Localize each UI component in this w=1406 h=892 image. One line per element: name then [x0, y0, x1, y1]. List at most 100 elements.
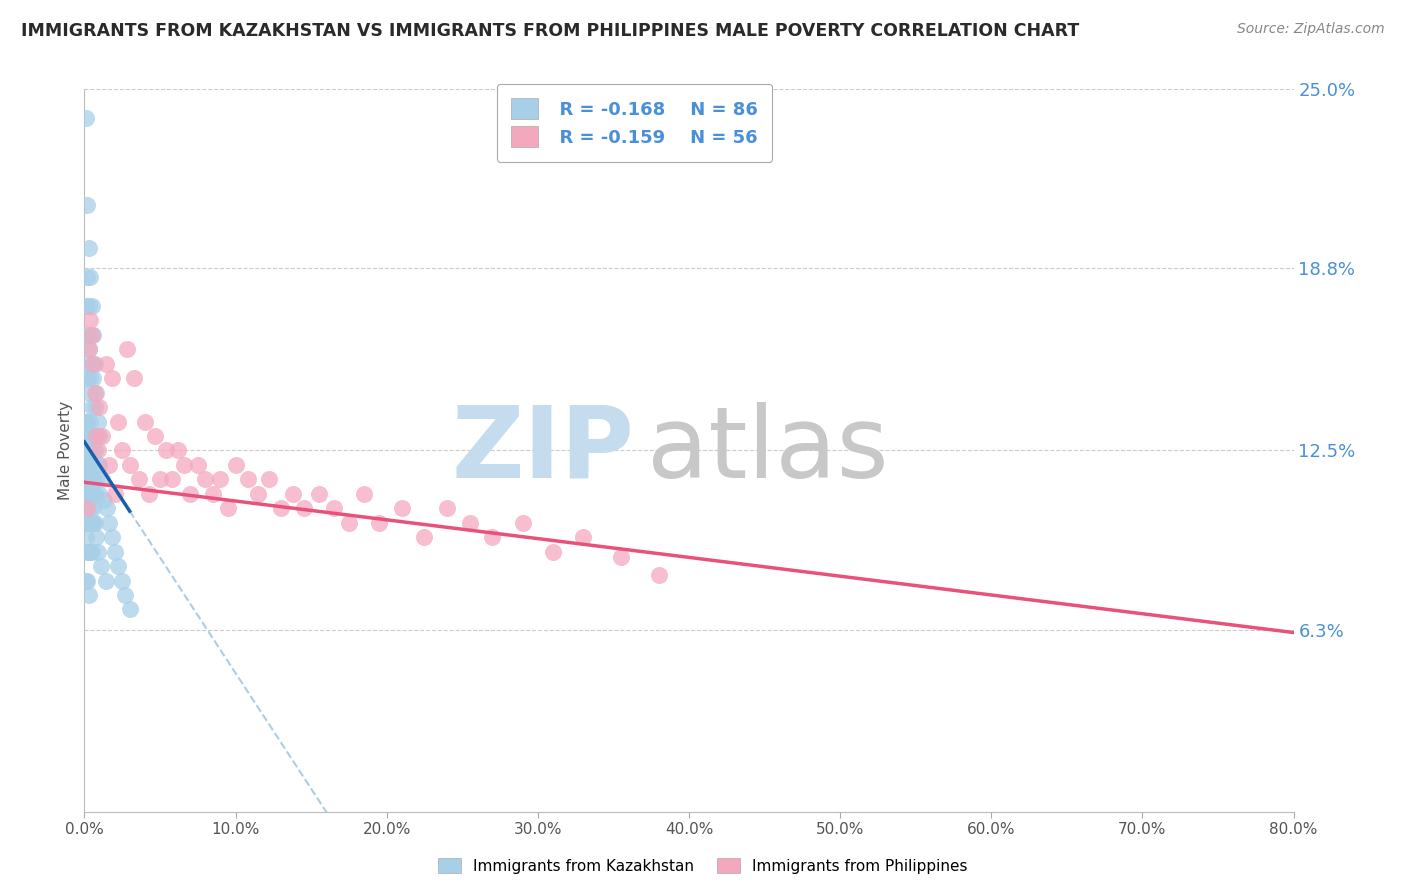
- Legend:   R = -0.168    N = 86,   R = -0.159    N = 56: R = -0.168 N = 86, R = -0.159 N = 56: [496, 84, 772, 161]
- Point: [76, 415, 98, 429]
- Point: [86, 429, 108, 443]
- Point: [167, 443, 190, 458]
- Point: [89, 487, 111, 501]
- Point: [80, 357, 103, 371]
- Point: [80, 443, 103, 458]
- Point: [481, 530, 503, 544]
- Point: [77, 487, 100, 501]
- Point: [80, 516, 103, 530]
- Point: [75, 530, 97, 544]
- Point: [87, 458, 110, 472]
- Text: Source: ZipAtlas.com: Source: ZipAtlas.com: [1237, 22, 1385, 37]
- Point: [84, 357, 107, 371]
- Text: IMMIGRANTS FROM KAZAKHSTAN VS IMMIGRANTS FROM PHILIPPINES MALE POVERTY CORRELATI: IMMIGRANTS FROM KAZAKHSTAN VS IMMIGRANTS…: [21, 22, 1080, 40]
- Point: [77, 385, 100, 400]
- Point: [225, 458, 247, 472]
- Point: [76, 270, 98, 285]
- Point: [97, 516, 120, 530]
- Point: [134, 415, 156, 429]
- Point: [75, 357, 97, 371]
- Point: [79, 371, 101, 385]
- Point: [80, 516, 103, 530]
- Point: [308, 487, 330, 501]
- Point: [84, 400, 107, 414]
- Point: [79, 516, 101, 530]
- Point: [391, 501, 413, 516]
- Point: [87, 443, 110, 458]
- Point: [97, 458, 120, 472]
- Point: [80, 472, 103, 486]
- Point: [75, 574, 97, 588]
- Point: [82, 371, 104, 385]
- Point: [114, 588, 136, 602]
- Y-axis label: Male Poverty: Male Poverty: [58, 401, 73, 500]
- Point: [84, 487, 107, 501]
- Point: [149, 472, 172, 486]
- Point: [201, 487, 224, 501]
- Point: [76, 458, 98, 472]
- Point: [77, 458, 100, 472]
- Point: [648, 567, 671, 582]
- Point: [75, 415, 97, 429]
- Point: [76, 429, 98, 443]
- Point: [257, 472, 280, 486]
- Point: [75, 458, 97, 472]
- Point: [86, 429, 108, 443]
- Point: [322, 501, 344, 516]
- Point: [80, 327, 103, 342]
- Point: [77, 429, 100, 443]
- Text: ZIP: ZIP: [451, 402, 634, 499]
- Point: [179, 487, 201, 501]
- Point: [84, 516, 107, 530]
- Point: [107, 415, 129, 429]
- Point: [76, 472, 98, 486]
- Point: [77, 299, 100, 313]
- Point: [75, 299, 97, 313]
- Point: [84, 443, 107, 458]
- Point: [76, 327, 98, 342]
- Point: [111, 574, 134, 588]
- Point: [76, 198, 98, 212]
- Point: [217, 501, 239, 516]
- Point: [194, 472, 217, 486]
- Point: [82, 327, 104, 342]
- Point: [115, 343, 138, 357]
- Point: [91, 472, 114, 486]
- Legend: Immigrants from Kazakhstan, Immigrants from Philippines: Immigrants from Kazakhstan, Immigrants f…: [432, 852, 974, 880]
- Point: [79, 270, 101, 285]
- Point: [79, 544, 101, 558]
- Point: [76, 487, 98, 501]
- Point: [436, 501, 458, 516]
- Point: [89, 458, 111, 472]
- Point: [100, 530, 122, 544]
- Point: [87, 415, 110, 429]
- Point: [80, 544, 103, 558]
- Point: [89, 400, 111, 414]
- Point: [79, 501, 101, 516]
- Point: [368, 516, 391, 530]
- Text: atlas: atlas: [647, 402, 889, 499]
- Point: [100, 371, 122, 385]
- Point: [104, 544, 127, 558]
- Point: [82, 429, 104, 443]
- Point: [76, 574, 98, 588]
- Point: [82, 357, 104, 371]
- Point: [138, 487, 160, 501]
- Point: [76, 516, 98, 530]
- Point: [86, 530, 108, 544]
- Point: [93, 492, 115, 507]
- Point: [145, 429, 167, 443]
- Point: [413, 530, 436, 544]
- Point: [77, 343, 100, 357]
- Point: [79, 415, 101, 429]
- Point: [90, 559, 112, 574]
- Point: [77, 343, 100, 357]
- Point: [94, 574, 117, 588]
- Point: [104, 487, 127, 501]
- Point: [111, 443, 134, 458]
- Point: [79, 472, 101, 486]
- Point: [76, 501, 98, 516]
- Point: [610, 550, 633, 565]
- Point: [77, 544, 100, 558]
- Point: [572, 530, 595, 544]
